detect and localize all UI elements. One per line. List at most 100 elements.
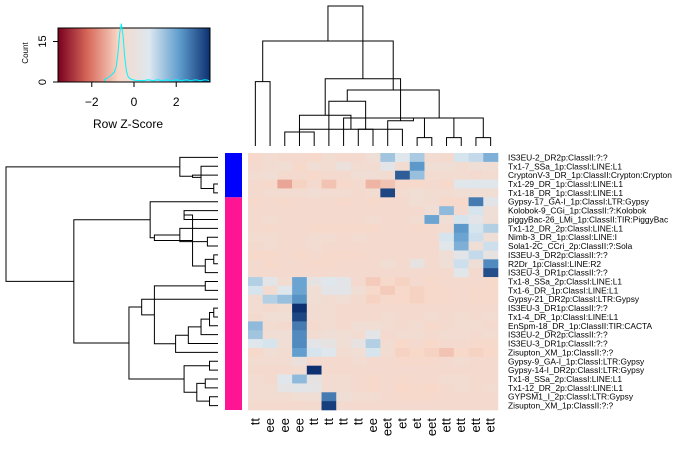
row-label: IS3EU-2_DR2p:ClassII:?:? bbox=[508, 152, 608, 162]
heatmap-cell bbox=[365, 215, 381, 225]
heatmap-cell bbox=[453, 259, 469, 269]
heatmap-cell bbox=[321, 392, 337, 402]
heatmap-cell bbox=[321, 330, 337, 340]
heatmap-cell bbox=[321, 383, 337, 393]
row-label: Tx1-18_DR_1p:ClassI:LINE:L1 bbox=[508, 188, 623, 198]
heatmap-cell bbox=[424, 170, 440, 180]
heatmap-cell bbox=[277, 339, 293, 349]
heatmap-cell bbox=[409, 285, 425, 296]
heatmap-cell bbox=[453, 294, 469, 304]
column-label: ett bbox=[453, 418, 468, 433]
column-label: eet bbox=[424, 418, 439, 436]
heatmap-cell bbox=[321, 339, 337, 349]
heatmap-cell bbox=[409, 321, 425, 331]
heatmap-cell bbox=[395, 170, 411, 180]
heatmap-cell bbox=[262, 215, 278, 225]
heatmap-cell bbox=[336, 330, 352, 340]
heatmap-cell bbox=[395, 321, 411, 331]
heatmap-cell bbox=[321, 232, 337, 242]
heatmap-cell bbox=[321, 197, 337, 207]
heatmap-cell bbox=[306, 383, 322, 393]
dendrogram-branch bbox=[213, 307, 218, 318]
dendrogram-branch bbox=[179, 156, 218, 177]
heatmap-cell bbox=[365, 312, 381, 322]
dendrogram-branch bbox=[141, 298, 218, 316]
heatmap-cell bbox=[321, 277, 337, 287]
dendrogram-branch bbox=[343, 117, 484, 146]
heatmap-cell bbox=[468, 170, 484, 180]
heatmap-cell bbox=[395, 356, 411, 366]
heatmap-cell bbox=[248, 294, 264, 304]
color-key: −2 0 2 0 15 Row Z-Score Count bbox=[21, 23, 211, 131]
heatmap-cell bbox=[292, 179, 308, 189]
heatmap-cell bbox=[365, 321, 381, 331]
heatmap-cell bbox=[453, 401, 469, 411]
heatmap-cell bbox=[321, 206, 337, 216]
heatmap-cell bbox=[248, 188, 264, 198]
heatmap-cell bbox=[277, 153, 293, 163]
heatmap-cell bbox=[424, 277, 440, 287]
color-key-xtick-label: −2 bbox=[85, 95, 99, 109]
heatmap-cell bbox=[248, 259, 264, 269]
heatmap-cell bbox=[439, 241, 455, 251]
row-label: Tx1-7_SSa_1p:ClassI:LINE:L1 bbox=[508, 161, 622, 171]
heatmap-cell bbox=[277, 179, 293, 189]
heatmap-cell bbox=[248, 250, 264, 260]
heatmap-cell bbox=[439, 223, 455, 234]
heatmap-cell bbox=[439, 330, 455, 340]
row-label: Gypsy-17_GA-I_1p:ClassI:LTR:Gypsy bbox=[508, 197, 650, 207]
heatmap-cell bbox=[380, 179, 396, 189]
row-label: Nimb-3_DR_1p:ClassI:LINE:I bbox=[508, 232, 617, 242]
heatmap-cell bbox=[395, 268, 411, 278]
heatmap-cell bbox=[277, 401, 293, 411]
heatmap-cell bbox=[350, 268, 366, 278]
heatmap-cell bbox=[468, 374, 484, 384]
heatmap-cell bbox=[306, 223, 322, 234]
heatmap-cell bbox=[439, 197, 455, 207]
heatmap-cell bbox=[453, 170, 469, 180]
heatmap-cell bbox=[292, 374, 308, 384]
heatmap-cell bbox=[262, 170, 278, 180]
column-label: eet bbox=[380, 418, 395, 436]
heatmap-cell bbox=[395, 153, 411, 163]
heatmap-cell bbox=[468, 241, 484, 251]
heatmap-cell bbox=[453, 179, 469, 189]
heatmap-cell bbox=[248, 339, 264, 349]
heatmap-cell bbox=[380, 374, 396, 384]
heatmap-cell bbox=[336, 259, 352, 269]
heatmap-cell bbox=[262, 347, 278, 358]
column-dendrogram bbox=[254, 5, 492, 146]
heatmap-cell bbox=[395, 161, 411, 172]
heatmap-cell bbox=[439, 356, 455, 366]
heatmap-cell bbox=[306, 241, 322, 251]
row-label: Tx1-4_DR_1p:ClassI:LINE:L1 bbox=[508, 312, 619, 322]
heatmap-cell bbox=[262, 339, 278, 349]
heatmap-cell bbox=[483, 206, 499, 216]
heatmap-cell bbox=[424, 223, 440, 234]
heatmap-cell bbox=[292, 356, 308, 366]
heatmap-cell bbox=[395, 347, 411, 358]
heatmap-cell bbox=[365, 179, 381, 189]
heatmap-cell bbox=[277, 392, 293, 402]
column-label: ee bbox=[291, 418, 306, 432]
heatmap-cell bbox=[336, 303, 352, 313]
heatmap-cell bbox=[409, 179, 425, 189]
heatmap-cell bbox=[453, 268, 469, 278]
heatmap-cell bbox=[409, 197, 425, 207]
heatmap-cell bbox=[321, 312, 337, 322]
heatmap-cell bbox=[262, 303, 278, 313]
heatmap-cell bbox=[336, 339, 352, 349]
heatmap-cell bbox=[424, 330, 440, 340]
heatmap-cell bbox=[336, 312, 352, 322]
column-label: tt bbox=[321, 418, 336, 426]
row-side-colors bbox=[225, 153, 242, 410]
heatmap-cell bbox=[350, 170, 366, 180]
heatmap-cell bbox=[321, 259, 337, 269]
heatmap-cell bbox=[321, 188, 337, 198]
heatmap-cell bbox=[306, 153, 322, 163]
heatmap-cell bbox=[306, 179, 322, 189]
heatmap-cell bbox=[395, 241, 411, 251]
heatmap-cell bbox=[483, 339, 499, 349]
heatmap-cell bbox=[277, 303, 293, 313]
heatmap-cell bbox=[292, 241, 308, 251]
